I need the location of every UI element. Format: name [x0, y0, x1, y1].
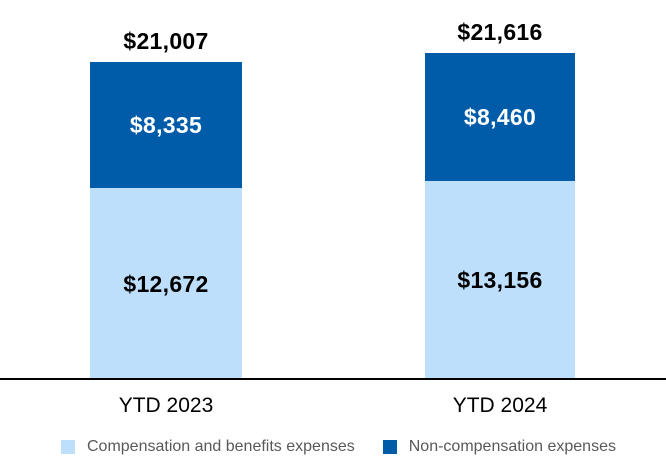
legend: Compensation and benefits expenses Non-c…: [61, 438, 616, 456]
segment-value-label: $12,672: [123, 270, 209, 297]
legend-swatch-compensation: [61, 440, 75, 454]
segment-value-label: $13,156: [457, 267, 543, 293]
total-value-label: $21,616: [457, 19, 543, 45]
legend-item-compensation: Compensation and benefits expenses: [61, 438, 355, 456]
total-value-label: $21,007: [123, 28, 209, 54]
legend-label-non-compensation: Non-compensation expenses: [408, 438, 616, 455]
legend-swatch-non-compensation: [382, 440, 397, 454]
x-axis-line: [0, 378, 666, 380]
category-label-ytd-2024: YTD 2024: [452, 394, 548, 417]
bar-segment-compensation: $13,156: [425, 181, 575, 380]
segment-value-label: $8,460: [463, 103, 537, 130]
segment-value-label: $8,335: [129, 111, 203, 138]
bar-segment-non-compensation: $8,335: [90, 62, 242, 188]
category-label-ytd-2023: YTD 2023: [118, 394, 214, 417]
bar-segment-non-compensation: $8,460: [425, 53, 575, 181]
legend-item-non-compensation: Non-compensation expenses: [382, 438, 616, 456]
bar-segment-compensation: $12,672: [90, 188, 242, 380]
legend-label-compensation: Compensation and benefits expenses: [87, 438, 355, 455]
